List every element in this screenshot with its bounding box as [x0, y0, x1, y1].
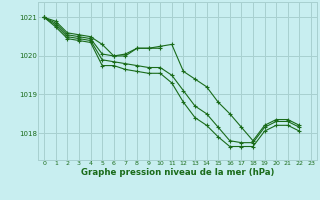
X-axis label: Graphe pression niveau de la mer (hPa): Graphe pression niveau de la mer (hPa)	[81, 168, 274, 177]
